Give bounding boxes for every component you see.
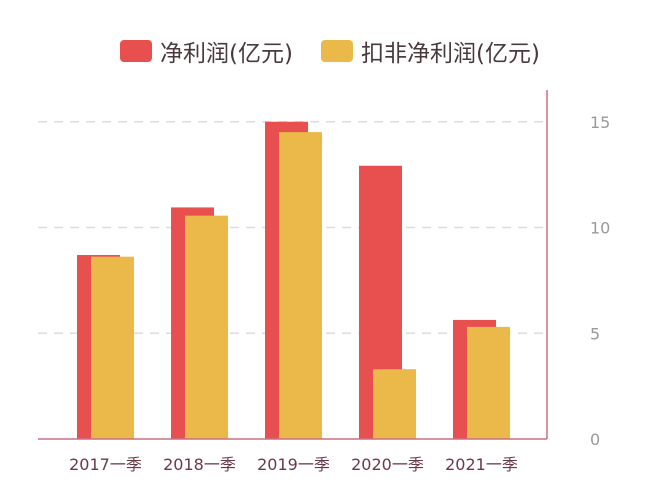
legend: 净利润(亿元) 扣非净利润(亿元) [0,34,660,68]
y-tick-label: 5 [590,324,600,343]
x-tick-label: 2018一季 [163,455,236,474]
y-tick-label: 0 [590,430,600,449]
y-tick-label: 10 [590,219,610,238]
legend-swatch [321,40,353,62]
x-tick-label: 2019一季 [257,455,330,474]
bar-adjusted-net-profit-4 [467,326,510,439]
x-tick-label: 2017一季 [69,455,142,474]
x-tick-label: 2021一季 [445,455,518,474]
legend-swatch [120,40,153,62]
legend-label: 净利润(亿元) [160,41,293,67]
legend-item-adjusted-net-profit[interactable]: 扣非净利润(亿元) [321,34,540,68]
bar-adjusted-net-profit-2 [279,132,322,439]
y-tick-label: 15 [590,113,610,132]
x-tick-label: 2020一季 [351,455,424,474]
bar-adjusted-net-profit-3 [373,369,416,439]
legend-item-net-profit[interactable]: 净利润(亿元) [120,34,293,68]
bar-adjusted-net-profit-1 [185,215,228,439]
bar-adjusted-net-profit-0 [91,256,134,439]
legend-label: 扣非净利润(亿元) [361,41,540,67]
